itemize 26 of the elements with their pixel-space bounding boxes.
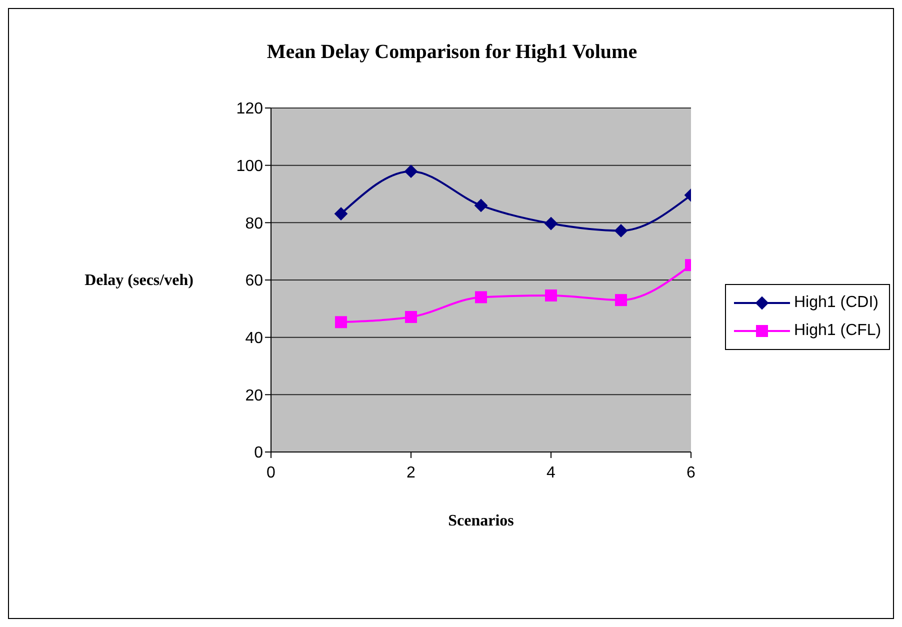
point — [544, 217, 558, 230]
y-tick-label: 20 — [245, 387, 264, 404]
y-axis-title: Delay (secs/veh) — [84, 272, 194, 289]
point — [334, 207, 348, 220]
point — [335, 316, 347, 328]
x-tick-label: 2 — [406, 464, 416, 482]
point — [404, 164, 418, 178]
x-axis-title: Scenarios — [448, 512, 514, 530]
chart-title: Mean Delay Comparison for High1 Volume — [266, 41, 638, 64]
y-tick-label: 100 — [236, 158, 264, 176]
legend-label: High1 (CDI) — [794, 294, 878, 312]
point — [615, 294, 627, 306]
y-tick-label: 120 — [236, 100, 264, 118]
legend-label: High1 (CFL) — [794, 322, 882, 340]
x-tick-label: 6 — [686, 464, 696, 482]
x-tick-label: 4 — [546, 464, 556, 482]
y-tick-label: 0 — [254, 444, 264, 462]
y-tick-label: 80 — [245, 215, 264, 232]
point — [545, 289, 557, 302]
point — [474, 198, 488, 212]
y-tick-label: 40 — [245, 330, 264, 348]
x-tick-label: 0 — [266, 464, 276, 482]
y-tick-label: 60 — [245, 272, 264, 290]
point — [405, 310, 417, 323]
point — [614, 224, 628, 238]
point — [475, 291, 487, 304]
